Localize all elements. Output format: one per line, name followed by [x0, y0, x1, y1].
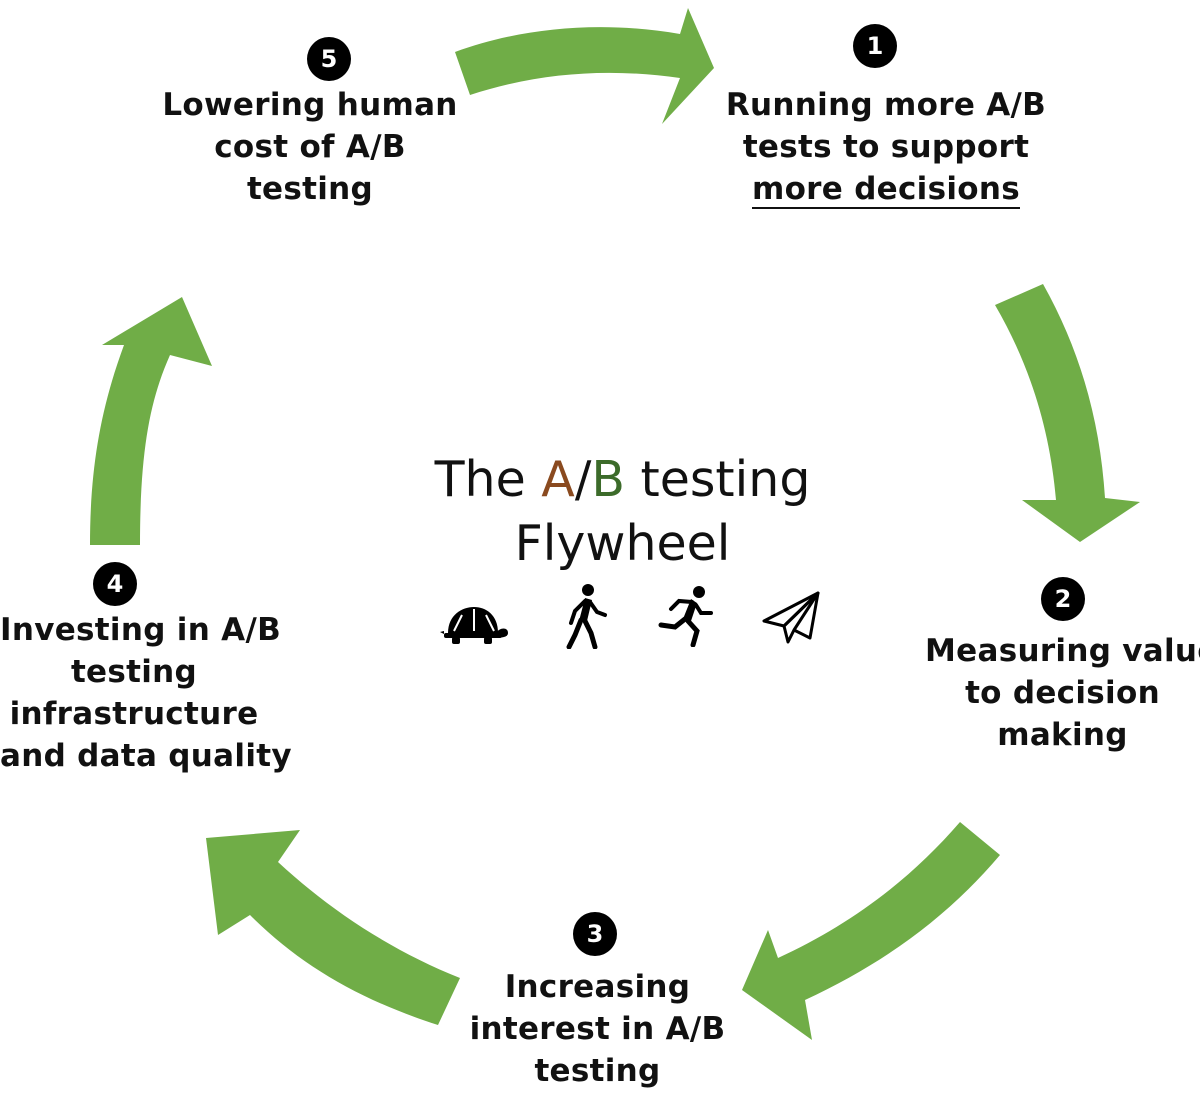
step-3-line-1: Increasing	[504, 969, 691, 1005]
step-5-text: Lowering human cost of A/B testing	[150, 84, 470, 210]
step-3-number: 3	[573, 912, 617, 956]
title-line-1: The A/B testing	[380, 448, 865, 512]
step-4-line-2: testing	[70, 654, 198, 690]
step-5-line-2: cost of A/B	[214, 129, 406, 165]
step-3-text: Increasing interest in A/B testing	[460, 966, 735, 1092]
arrow-5-to-1	[455, 8, 714, 124]
step-2-line-2: to decision	[965, 675, 1160, 711]
step-4-line-4: and data quality	[0, 738, 292, 774]
step-1-line-2: tests to support	[742, 129, 1030, 165]
step-3-line-2: interest in A/B	[469, 1011, 726, 1047]
arrow-2-to-3	[742, 822, 1000, 1040]
step-2-line-3: making	[997, 717, 1128, 753]
arrow-3-to-4	[206, 830, 460, 1025]
step-5-line-3: testing	[246, 171, 374, 207]
walking-person-icon	[566, 584, 607, 649]
step-2-text: Measuring value to decision making	[925, 630, 1200, 756]
step-3-line-3: testing	[534, 1053, 661, 1089]
step-1-text: Running more A/B tests to support more d…	[716, 84, 1056, 210]
step-5-number: 5	[307, 37, 351, 81]
step-1-line-1: Running more A/B	[725, 87, 1047, 123]
diagram-title: The A/B testing Flywheel	[380, 448, 865, 576]
turtle-icon	[440, 607, 508, 644]
step-4-text: Investing in A/B testing infrastructure …	[0, 609, 292, 777]
title-prefix: The	[434, 451, 542, 508]
running-person-icon	[658, 586, 713, 647]
arrow-1-to-2	[995, 284, 1140, 542]
arrow-4-to-5	[90, 297, 212, 545]
paper-plane-icon	[762, 591, 820, 644]
step-4-line-1: Investing in A/B	[0, 612, 282, 648]
title-slash: /	[574, 451, 592, 508]
title-suffix: testing	[624, 451, 811, 508]
step-4-number: 4	[93, 562, 137, 606]
step-1-line-3: more decisions	[751, 171, 1021, 209]
title-letter-a: A	[541, 451, 575, 508]
step-1-number: 1	[853, 24, 897, 68]
title-line-2: Flywheel	[514, 515, 731, 572]
step-2-line-1: Measuring value	[925, 633, 1200, 669]
step-2-number: 2	[1041, 577, 1085, 621]
title-letter-b: B	[591, 451, 625, 508]
step-4-line-3: infrastructure	[9, 696, 259, 732]
step-5-line-1: Lowering human	[162, 87, 458, 123]
